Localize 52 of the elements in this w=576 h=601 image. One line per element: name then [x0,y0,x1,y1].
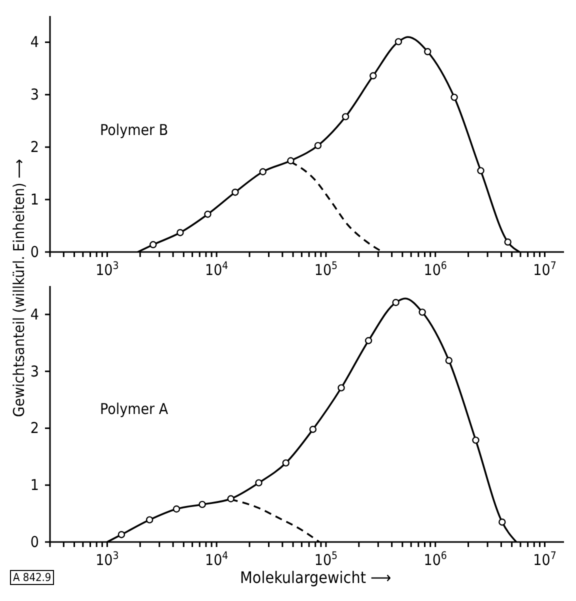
point [392,298,400,306]
y-tick-label: 4 [30,305,39,324]
x-tick-label: 10$^{6}$ [424,550,447,569]
x-tick-label: 10$^{4}$ [204,260,228,279]
point [418,308,426,316]
point [472,436,480,444]
y-tick-label: 0 [30,533,39,551]
point [338,384,345,392]
point [259,168,266,176]
x-tick-label: 10$^{6}$ [424,260,447,279]
point [394,38,402,46]
point [176,228,184,236]
y-tick-label: 3 [30,86,39,104]
point [370,72,377,80]
point [445,356,452,364]
point [146,516,154,524]
point [504,238,512,246]
x-tick-label: 10$^{5}$ [314,260,338,279]
point [450,94,458,101]
y-tick-label: 1 [30,476,39,494]
x-tick-label: 10$^{5}$ [314,550,338,569]
y-axis-title: Gewichtsanteil (willkürl. Einheiten) ⟶ [10,159,28,417]
x-tick-label: 10$^{3}$ [96,550,119,569]
text: A 842.9 [13,571,52,584]
point [232,188,239,196]
x-tick-label: 10$^{3}$ [96,260,119,279]
point [477,167,484,174]
annotation: Polymer B [100,121,168,140]
point [287,157,294,164]
point [118,531,126,538]
x-tick-label: 10$^{7}$ [533,260,556,279]
point [255,479,262,486]
x-tick-label: 10$^{4}$ [204,550,228,569]
point [227,495,234,502]
point [309,426,317,433]
y-tick-label: 1 [30,190,39,209]
x-axis-title: Molekulargewicht ⟶ [240,568,392,587]
point [364,337,372,344]
y-tick-label: 0 [30,243,39,261]
y-tick-label: 3 [30,362,39,380]
x-tick-label: 10$^{7}$ [533,550,556,569]
point [150,241,157,248]
point [342,113,350,120]
point [172,505,180,513]
y-tick-label: 2 [30,419,39,438]
y-tick-label: 2 [30,138,39,156]
point [282,459,290,467]
point [204,210,212,218]
point [314,142,322,150]
annotation: Polymer A [100,400,168,418]
y-tick-label: 4 [30,33,39,52]
point [424,48,432,56]
